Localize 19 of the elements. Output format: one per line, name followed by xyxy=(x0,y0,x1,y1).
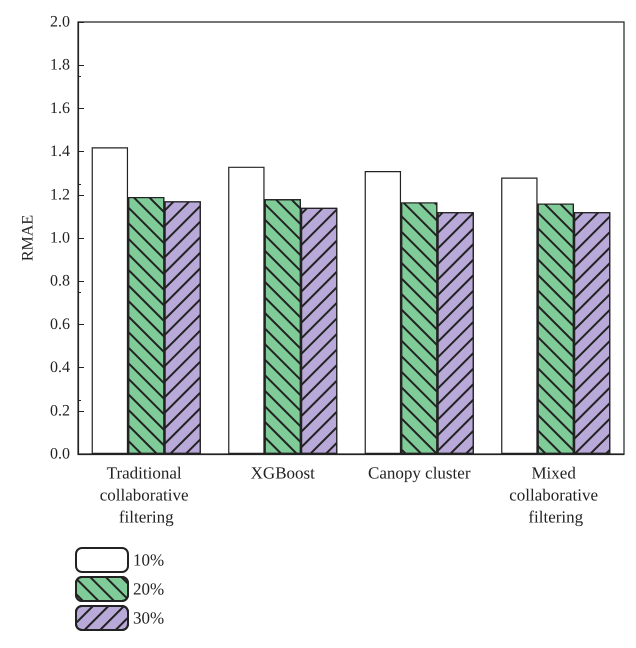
y-tick-label: 1.0 xyxy=(50,230,70,246)
y-tick-label: 0.8 xyxy=(50,272,70,290)
y-tick-label: 0.4 xyxy=(50,359,70,376)
y-tick-label: 0.0 xyxy=(50,446,70,462)
y-tick-label: 1.8 xyxy=(50,56,70,74)
y-tick-label: 0.6 xyxy=(50,316,70,333)
x-tick-label: Traditional collaborative filtering xyxy=(100,464,193,526)
y-tick-label: 0.2 xyxy=(50,402,70,420)
legend-label: 10% xyxy=(133,550,164,570)
legend-label: 30% xyxy=(133,608,164,628)
y-tick-label: 2.0 xyxy=(50,14,70,30)
x-tick-label: Mixed collaborative filtering xyxy=(509,464,602,526)
x-tick-label: XGBoost xyxy=(250,464,316,482)
legend-label: 20% xyxy=(133,580,164,598)
y-tick-label: 1.4 xyxy=(50,143,70,160)
y-axis-title: RMAE xyxy=(20,214,36,262)
x-tick-label: Canopy cluster xyxy=(368,464,471,482)
y-tick-label: 1.2 xyxy=(50,186,70,204)
y-tick-label: 1.6 xyxy=(50,100,70,117)
